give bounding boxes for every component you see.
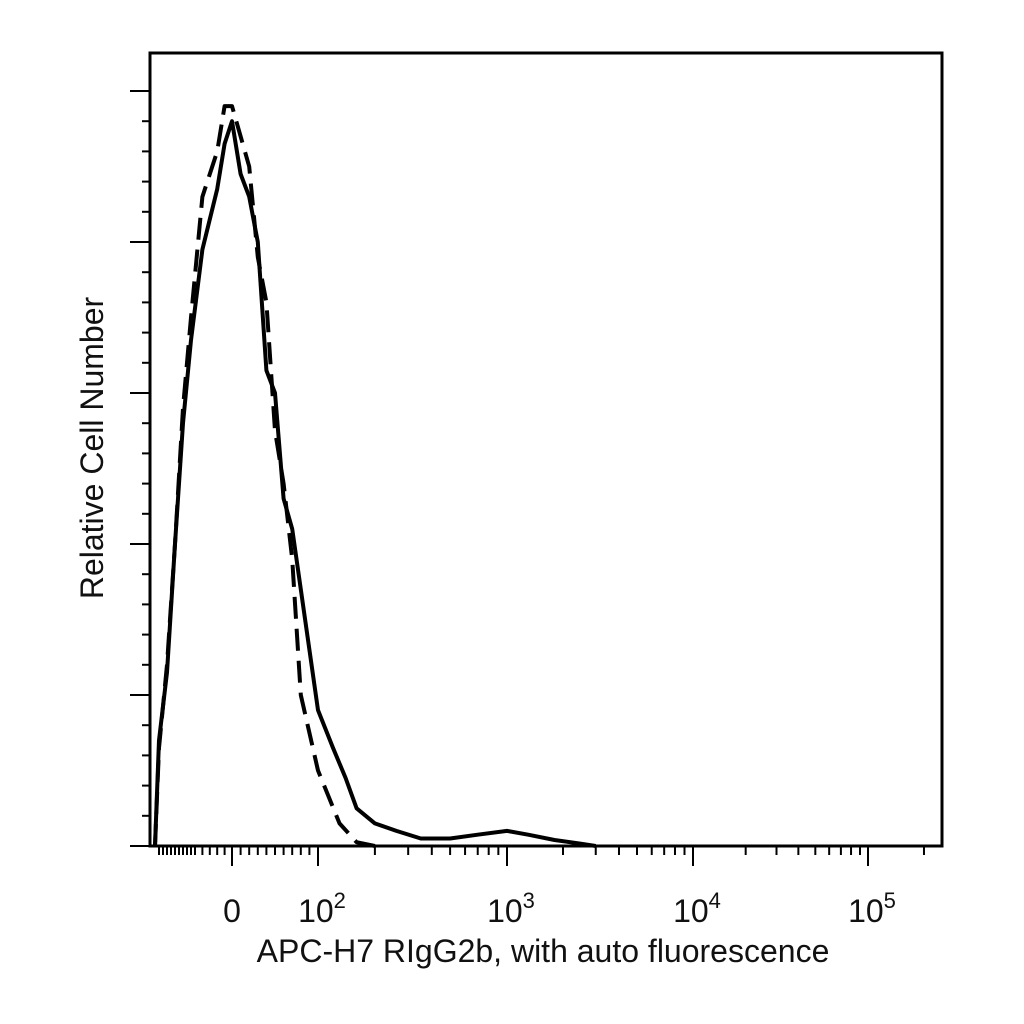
x-tick-label: 102 [298, 888, 346, 929]
series-layer [153, 104, 597, 848]
x-axis-ticks [158, 846, 925, 866]
x-tick-labels: 0 102 103 104 105 [223, 888, 896, 929]
plot-frame [148, 51, 944, 848]
series-solid-line [153, 119, 597, 848]
series-dashed-line [153, 104, 376, 848]
y-axis-ticks [130, 90, 150, 847]
x-tick-label: 104 [673, 888, 721, 929]
x-axis-label: APC-H7 RIgG2b, with auto fluorescence [257, 933, 830, 969]
x-tick-label: 105 [848, 888, 896, 929]
x-tick-label: 0 [223, 893, 241, 929]
y-axis-label: Relative Cell Number [74, 296, 110, 599]
x-tick-label: 103 [487, 888, 535, 929]
